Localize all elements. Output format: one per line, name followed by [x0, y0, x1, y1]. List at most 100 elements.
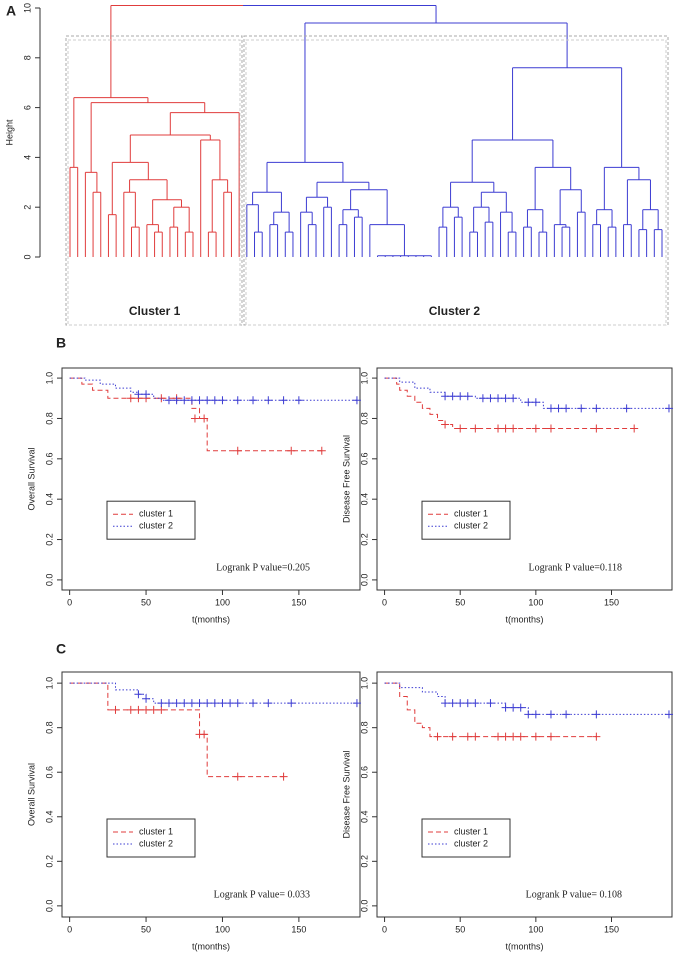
- censor-mark: [501, 394, 510, 403]
- y-tick-label: 0.8: [359, 412, 369, 425]
- y-tick-label: 10: [22, 3, 32, 13]
- censor-mark: [494, 424, 503, 433]
- legend-label: cluster 2: [454, 838, 488, 848]
- censor-mark: [203, 396, 212, 405]
- censor-mark: [111, 705, 120, 714]
- y-tick-label: 0.8: [44, 412, 54, 425]
- y-axis-label: Height: [4, 119, 14, 146]
- censor-mark: [264, 396, 273, 405]
- survival-curve: [384, 682, 597, 738]
- y-tick-label: 0.2: [359, 855, 369, 868]
- censor-mark: [592, 710, 601, 719]
- censor-mark: [233, 772, 242, 781]
- x-axis-label: t(months): [192, 614, 230, 624]
- y-axis-label: Disease Free Survival: [341, 750, 351, 838]
- censor-mark: [546, 732, 555, 741]
- censor-mark: [531, 732, 540, 741]
- x-tick-label: 50: [455, 597, 465, 607]
- y-tick-label: 0.2: [44, 533, 54, 546]
- censor-mark: [218, 699, 227, 708]
- censor-mark: [471, 699, 480, 708]
- censor-mark: [463, 699, 472, 708]
- censor-mark: [592, 732, 601, 741]
- legend-label: cluster 2: [139, 838, 173, 848]
- y-tick-label: 0.6: [44, 453, 54, 466]
- y-tick-label: 1.0: [44, 372, 54, 385]
- censor-mark: [187, 699, 196, 708]
- censor-mark: [494, 394, 503, 403]
- y-tick-label: 2: [22, 205, 32, 210]
- legend-label: cluster 1: [139, 509, 173, 519]
- survival-curve: [384, 682, 669, 715]
- x-tick-label: 100: [528, 924, 543, 934]
- x-tick-label: 0: [382, 597, 387, 607]
- y-tick-label: 0.0: [44, 900, 54, 913]
- censor-mark: [164, 699, 173, 708]
- censor-mark: [180, 699, 189, 708]
- censor-mark: [279, 396, 288, 405]
- survival-curve: [384, 377, 635, 430]
- y-tick-label: 0.2: [359, 533, 369, 546]
- legend-label: cluster 1: [454, 509, 488, 519]
- x-tick-label: 100: [215, 924, 230, 934]
- x-tick-label: 0: [382, 924, 387, 934]
- y-tick-label: 0.0: [359, 574, 369, 587]
- cluster-box: [67, 39, 241, 326]
- censor-mark: [509, 394, 518, 403]
- censor-mark: [134, 705, 143, 714]
- censor-mark: [157, 705, 166, 714]
- censor-mark: [317, 446, 326, 455]
- censor-mark: [142, 694, 151, 703]
- censor-mark: [180, 396, 189, 405]
- logrank-annotation: Logrank P value= 0.108: [526, 889, 622, 900]
- censor-mark: [471, 424, 480, 433]
- censor-mark: [448, 732, 457, 741]
- censor-mark: [494, 732, 503, 741]
- y-tick-label: 0: [22, 254, 32, 259]
- censor-mark: [562, 404, 571, 413]
- y-tick-label: 0.4: [44, 493, 54, 506]
- x-tick-label: 100: [528, 597, 543, 607]
- censor-mark: [210, 396, 219, 405]
- censor-mark: [441, 392, 450, 401]
- y-tick-label: 0.4: [359, 811, 369, 824]
- censor-mark: [294, 396, 303, 405]
- censor-mark: [441, 699, 450, 708]
- censor-mark: [190, 414, 199, 423]
- cluster-label: Cluster 2: [429, 304, 481, 318]
- cluster-box: [65, 35, 243, 326]
- censor-mark: [279, 772, 288, 781]
- censor-mark: [172, 699, 181, 708]
- censor-mark: [200, 414, 209, 423]
- plot-frame: [61, 671, 361, 918]
- censor-mark: [441, 420, 450, 429]
- legend-label: cluster 1: [139, 826, 173, 836]
- x-tick-label: 100: [215, 597, 230, 607]
- censor-mark: [501, 424, 510, 433]
- censor-mark: [200, 730, 209, 739]
- censor-mark: [352, 396, 361, 405]
- censor-mark: [486, 699, 495, 708]
- censor-mark: [524, 398, 533, 407]
- censor-mark: [210, 699, 219, 708]
- survival-curve: [69, 377, 357, 401]
- censor-mark: [456, 392, 465, 401]
- x-axis-label: t(months): [505, 614, 543, 624]
- censor-mark: [463, 392, 472, 401]
- censor-mark: [554, 404, 563, 413]
- panel-label: C: [56, 641, 66, 657]
- x-tick-label: 0: [67, 597, 72, 607]
- censor-mark: [233, 446, 242, 455]
- censor-mark: [433, 732, 442, 741]
- x-tick-label: 150: [291, 597, 306, 607]
- y-tick-label: 4: [22, 155, 32, 160]
- censor-mark: [531, 424, 540, 433]
- legend-label: cluster 2: [454, 521, 488, 531]
- censor-mark: [157, 699, 166, 708]
- censor-mark: [142, 390, 151, 399]
- legend-box: [106, 500, 196, 540]
- censor-mark: [352, 699, 361, 708]
- censor-mark: [531, 398, 540, 407]
- censor-mark: [448, 699, 457, 708]
- censor-mark: [546, 424, 555, 433]
